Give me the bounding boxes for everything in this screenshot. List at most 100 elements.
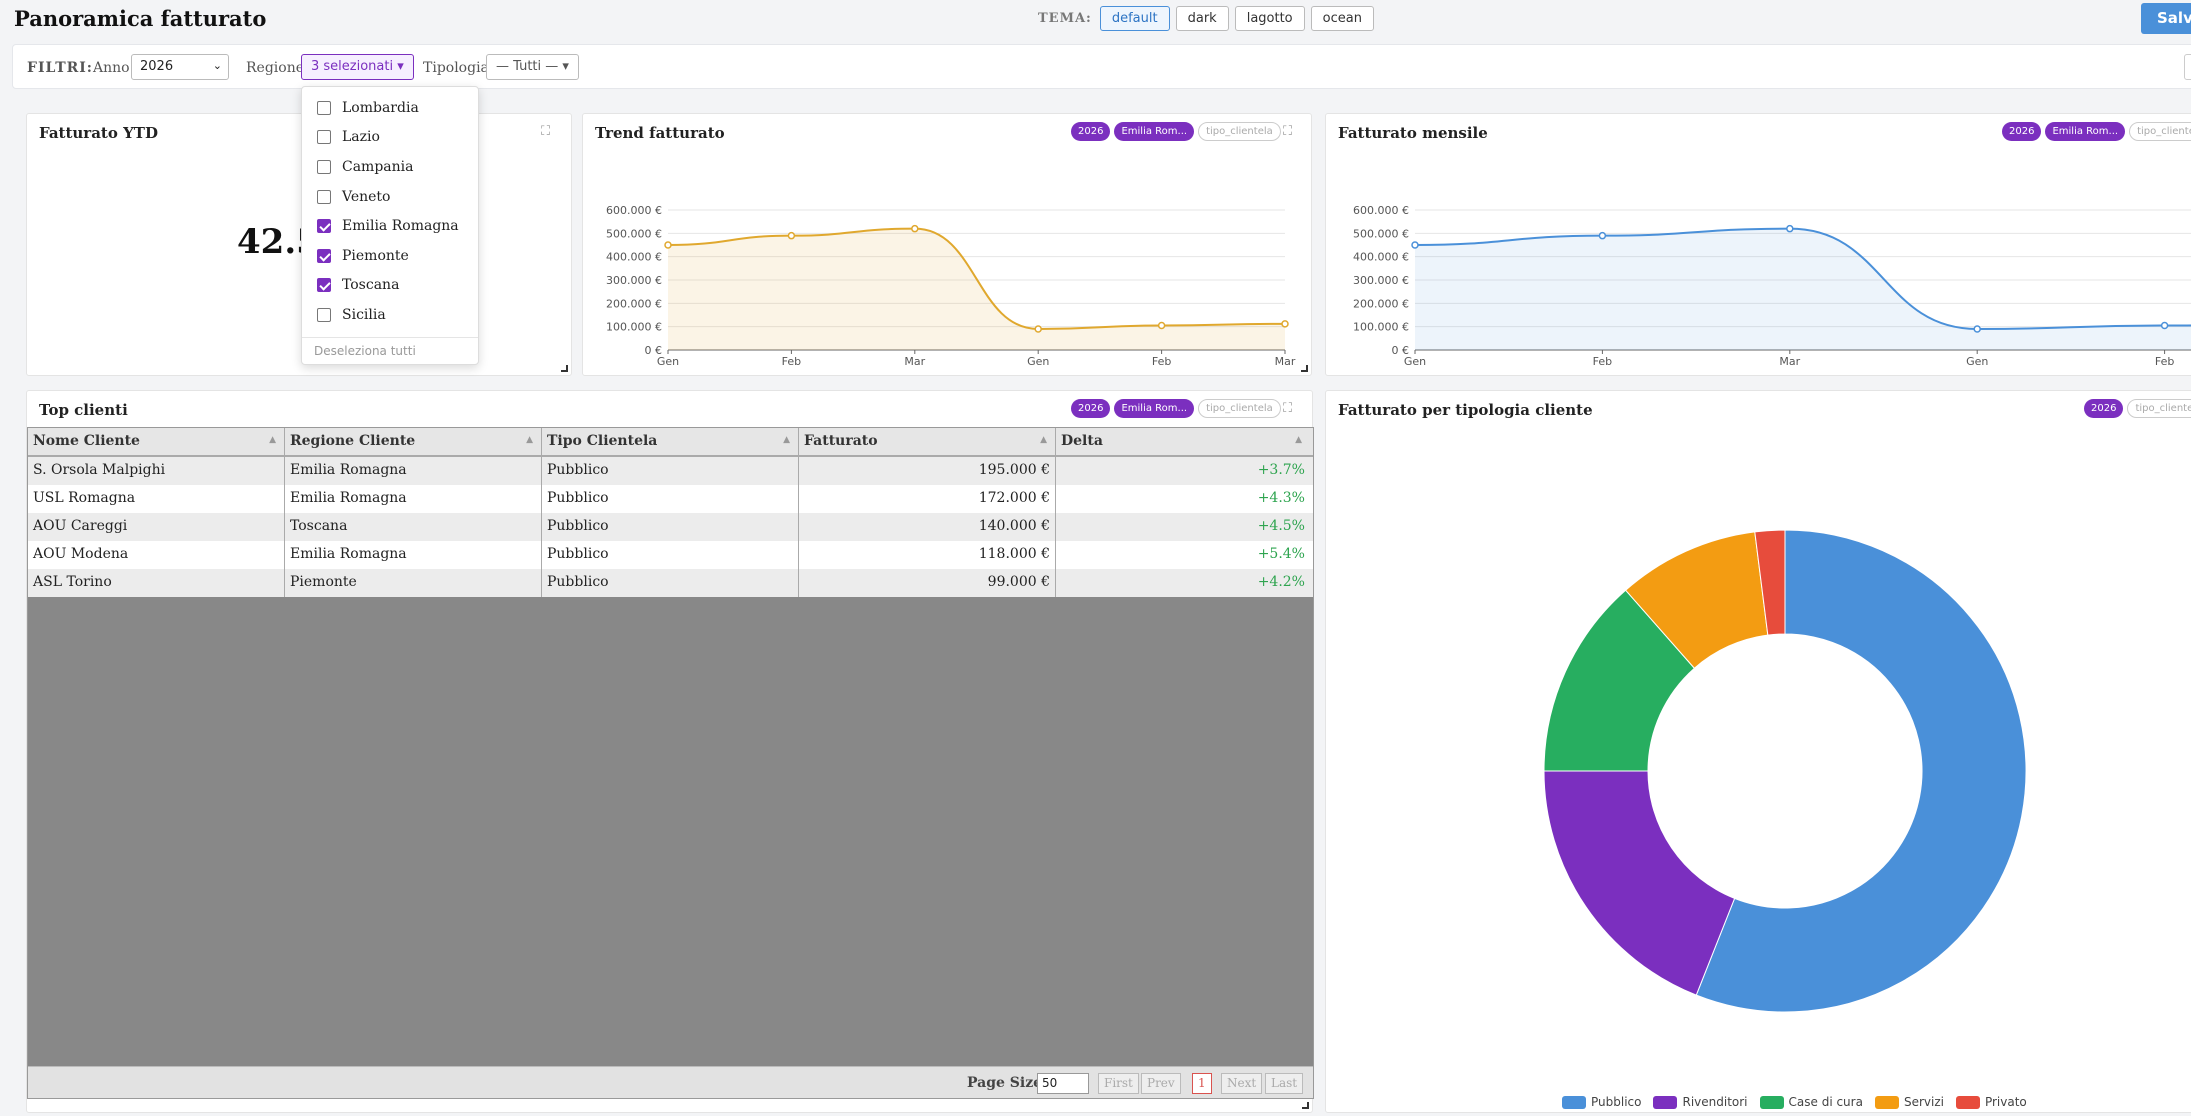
table-row[interactable]: AOU Careggi Toscana Pubblico 140.000 € +4.5%	[28, 513, 1313, 541]
grid-body: S. Orsola Malpighi Emilia Romagna Pubblico…	[28, 457, 1313, 597]
filter-bar: FILTRI: Anno 2026 ⌄ Regione 3 selezionat…	[12, 44, 2191, 89]
column-header[interactable]: Fatturato ▲	[799, 428, 1056, 455]
grid-header: Nome Cliente ▲ Regione Cliente ▲ Tipo Client…	[28, 428, 1313, 457]
current-page[interactable]: 1	[1192, 1073, 1212, 1094]
data-point[interactable]	[664, 241, 672, 249]
region-multiselect[interactable]: 3 selezionati ▾	[301, 54, 414, 80]
data-point[interactable]	[1034, 325, 1042, 333]
data-point[interactable]	[1786, 224, 1794, 233]
theme-ocean-button[interactable]: ocean	[1310, 6, 1374, 31]
region-option[interactable]: Veneto	[302, 182, 478, 212]
column-header[interactable]: Regione Cliente ▲	[285, 428, 542, 455]
chip-year[interactable]: 2026	[1071, 399, 1111, 418]
checkbox-checked-icon[interactable]	[317, 248, 331, 263]
checkbox-icon[interactable]	[317, 100, 331, 115]
region-option[interactable]: Piemonte	[302, 241, 478, 271]
data-point[interactable]	[2160, 321, 2169, 330]
data-point[interactable]	[911, 224, 919, 233]
data-point[interactable]	[1973, 325, 1981, 333]
column-header-label: Delta	[1061, 433, 1103, 449]
sort-icon[interactable]: ▲	[1295, 435, 1302, 445]
sort-icon[interactable]: ▲	[783, 435, 790, 445]
legend-item[interactable]: Rivenditori	[1653, 1095, 1748, 1109]
checkbox-checked-icon[interactable]	[317, 219, 331, 234]
data-point[interactable]	[1598, 231, 1607, 240]
resize-handle-icon[interactable]	[1302, 1102, 1309, 1109]
table-row[interactable]: USL Romagna Emilia Romagna Pubblico 172.000…	[28, 485, 1313, 513]
x-tick-label: Feb	[2155, 355, 2174, 368]
resize-handle-icon[interactable]	[1301, 365, 1308, 372]
chip-region[interactable]: Emilia Rom...	[2045, 122, 2126, 141]
kpi-panel: Fatturato YTD ⛶ 42.5	[26, 113, 572, 376]
last-page-button[interactable]: Last	[1265, 1073, 1304, 1094]
region-option[interactable]: Sicilia	[302, 300, 478, 330]
data-point[interactable]	[1411, 241, 1419, 249]
chip-region[interactable]: Emilia Rom...	[1114, 399, 1195, 418]
chip-type[interactable]: tipo_clientela	[2129, 122, 2191, 141]
column-header[interactable]: Delta ▲	[1056, 428, 1310, 455]
checkbox-icon[interactable]	[317, 307, 331, 322]
data-point[interactable]	[1157, 321, 1166, 330]
legend-item[interactable]: Servizi	[1874, 1095, 1944, 1109]
table-cell: 99.000 €	[799, 569, 1056, 597]
chip-type[interactable]: tipo_clientela	[1198, 399, 1281, 418]
checkbox-icon[interactable]	[317, 159, 331, 174]
legend-item[interactable]: Pubblico	[1562, 1095, 1641, 1109]
table-cell: Pubblico	[542, 513, 799, 541]
x-tick-label: Gen	[1966, 355, 1988, 368]
resize-handle-icon[interactable]	[561, 365, 568, 372]
region-option-label: Campania	[342, 158, 414, 175]
region-option[interactable]: Lazio	[302, 123, 478, 153]
data-point[interactable]	[787, 231, 796, 240]
legend-item[interactable]: Privato	[1955, 1095, 2027, 1109]
expand-icon[interactable]: ⛶	[1283, 401, 1293, 416]
chip-region[interactable]: Emilia Rom...	[1114, 122, 1195, 141]
legend-label: Servizi	[1903, 1095, 1944, 1109]
chip-type[interactable]: tipo_clientela	[2127, 399, 2191, 418]
region-option[interactable]: Toscana	[302, 271, 478, 301]
column-header[interactable]: Nome Cliente ▲	[28, 428, 285, 455]
theme-lagotto-button[interactable]: lagotto	[1234, 6, 1305, 31]
chip-year[interactable]: 2026	[1071, 122, 1111, 141]
data-point[interactable]	[1281, 320, 1289, 328]
expand-icon[interactable]: ⛶	[541, 124, 551, 139]
chip-year[interactable]: 2026	[2084, 399, 2124, 418]
year-label: Anno	[93, 60, 130, 76]
table-cell: ASL Torino	[28, 569, 285, 597]
pie-slice[interactable]	[1543, 770, 1736, 996]
prev-page-button[interactable]: Prev	[1141, 1073, 1181, 1094]
checkbox-checked-icon[interactable]	[317, 278, 331, 293]
save-button[interactable]: Salva	[2141, 3, 2191, 34]
checkbox-icon[interactable]	[317, 189, 331, 204]
sort-icon[interactable]: ▲	[1040, 435, 1047, 445]
legend-item[interactable]: Case di cura	[1759, 1095, 1863, 1109]
x-tick-label: Mar	[1275, 355, 1296, 368]
deselect-all-link[interactable]: Deseleziona tutti	[314, 343, 416, 358]
table-cell: Toscana	[285, 513, 542, 541]
region-option[interactable]: Emilia Romagna	[302, 211, 478, 241]
pie-slice[interactable]	[1695, 529, 2027, 1013]
table-row[interactable]: S. Orsola Malpighi Emilia Romagna Pubblico…	[28, 457, 1313, 485]
sort-icon[interactable]: ▲	[526, 435, 533, 445]
sort-icon[interactable]: ▲	[269, 435, 276, 445]
theme-dark-button[interactable]: dark	[1175, 6, 1229, 31]
expand-icon[interactable]: ⛶	[1283, 124, 1293, 139]
region-option[interactable]: Campania	[302, 152, 478, 182]
table-row[interactable]: ASL Torino Piemonte Pubblico 99.000 € +4.2%	[28, 569, 1313, 597]
column-header[interactable]: Tipo Clientela ▲	[542, 428, 799, 455]
theme-default-button[interactable]: default	[1099, 6, 1170, 31]
region-option[interactable]: Lombardia	[302, 93, 478, 123]
type-select[interactable]: — Tutti — ▾	[486, 54, 579, 80]
page-size-select[interactable]: 50	[1037, 1073, 1089, 1094]
chip-year[interactable]: 2026	[2002, 122, 2042, 141]
first-page-button[interactable]: First	[1098, 1073, 1139, 1094]
checkbox-icon[interactable]	[317, 130, 331, 145]
next-page-button[interactable]: Next	[1221, 1073, 1263, 1094]
dropdown-divider	[302, 336, 478, 338]
chip-type[interactable]: tipo_clientela	[1198, 122, 1281, 141]
clear-filters-icon[interactable]: ×	[2184, 54, 2191, 80]
pie-slice[interactable]	[1754, 529, 1786, 636]
table-row[interactable]: AOU Modena Emilia Romagna Pubblico 118.000 …	[28, 541, 1313, 569]
trend-title: Trend fatturato	[595, 124, 725, 142]
year-select[interactable]: 2026 ⌄	[131, 54, 229, 80]
